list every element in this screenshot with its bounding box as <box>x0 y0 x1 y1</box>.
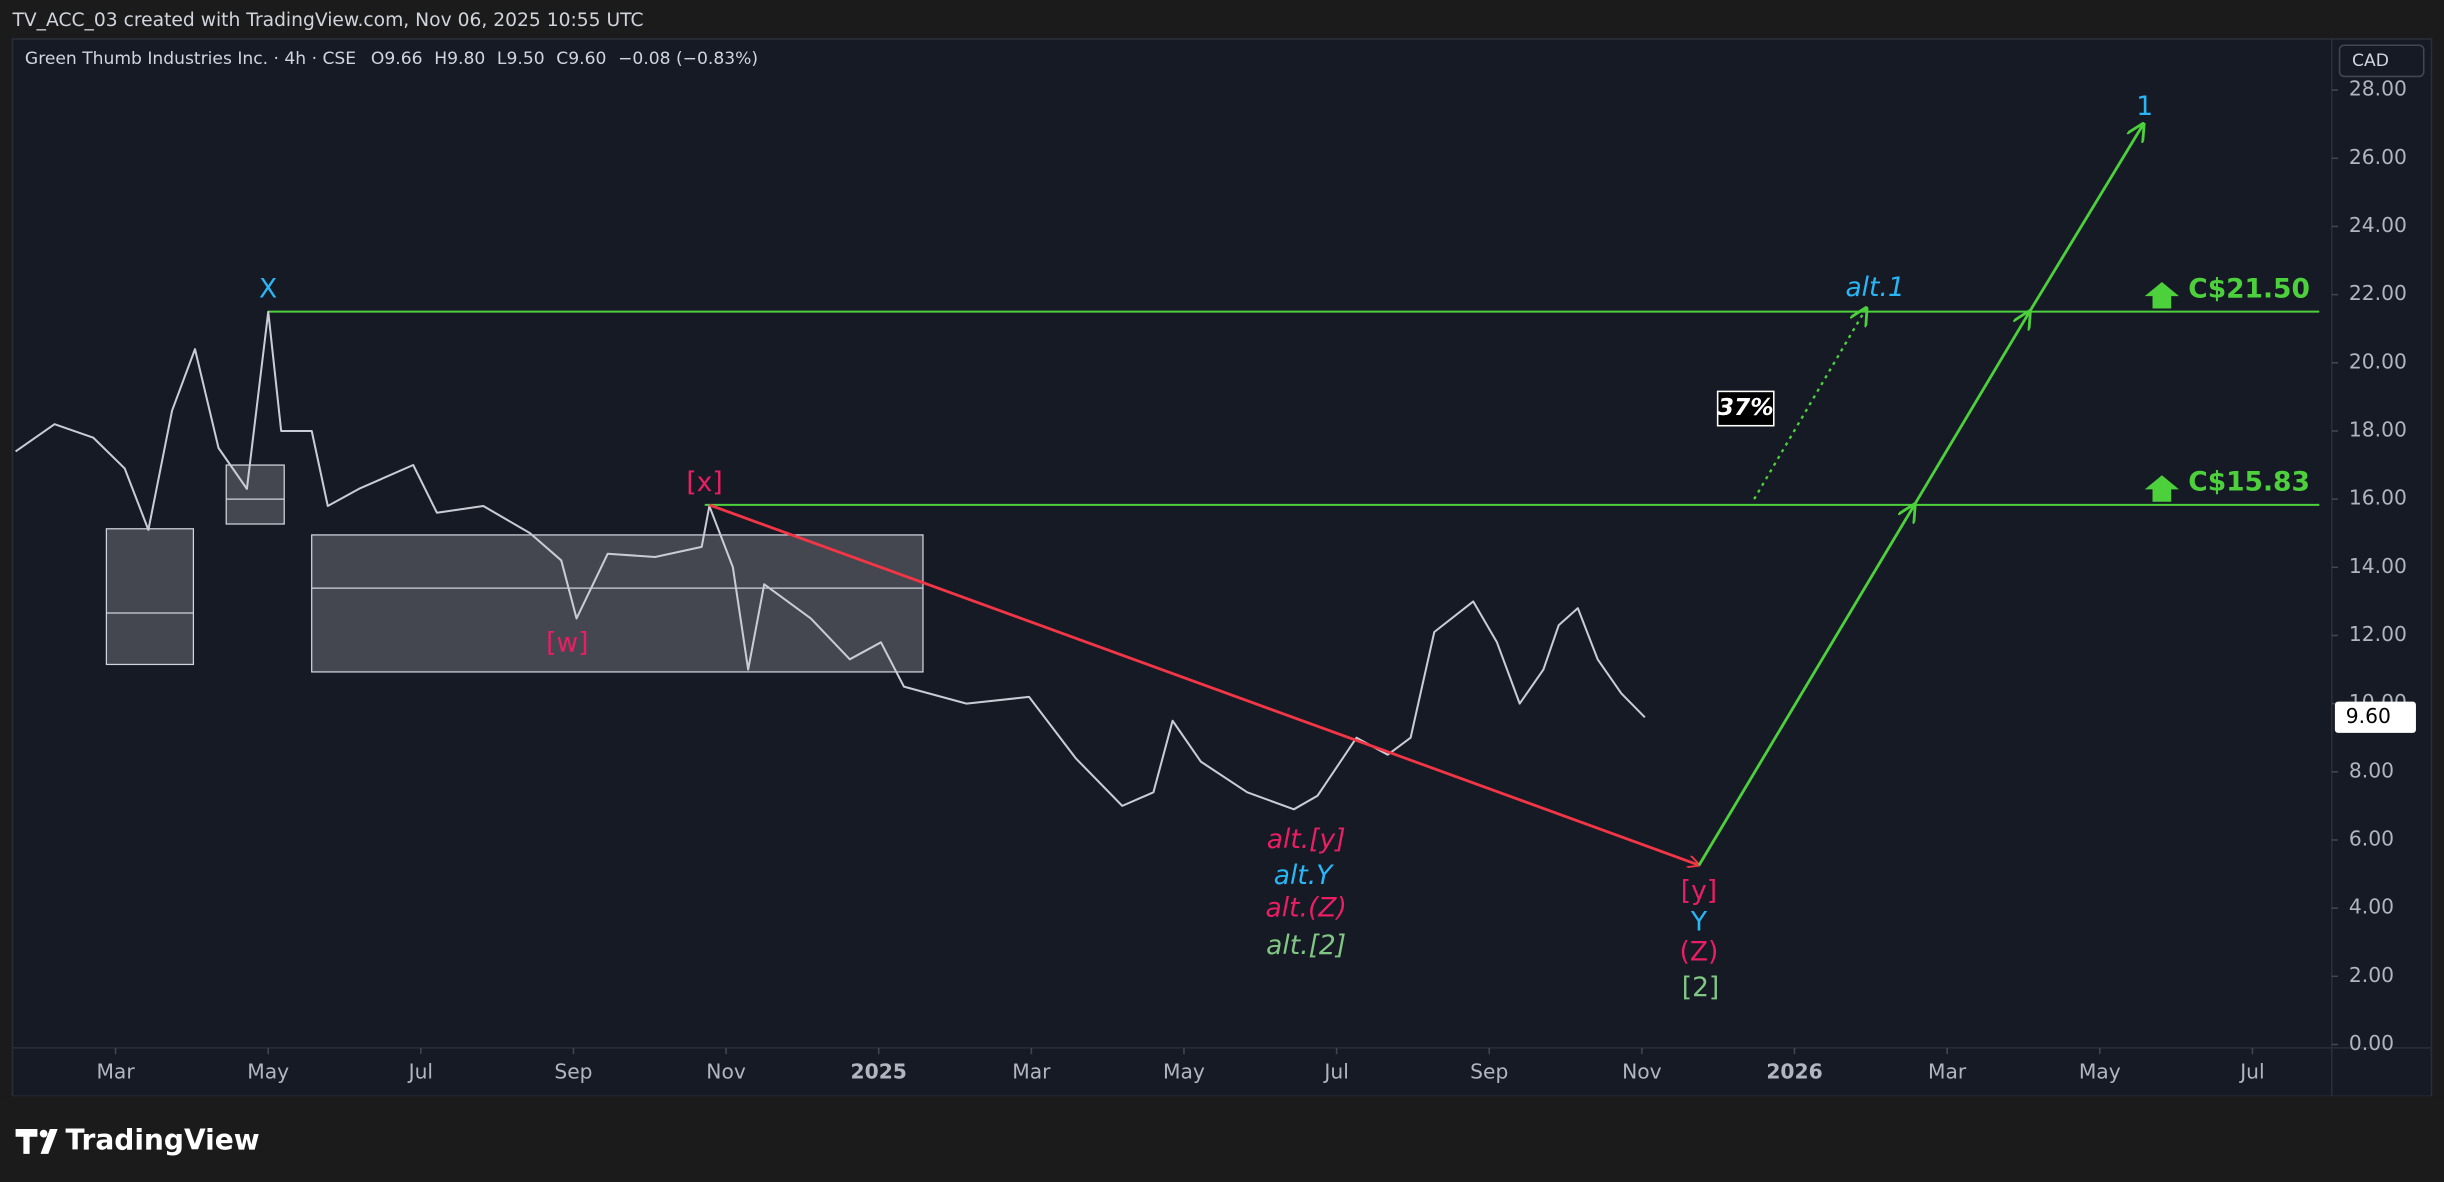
ohlc-value: 9.50 <box>506 49 544 69</box>
ohlc-value: 9.60 <box>568 49 606 69</box>
brand: TradingView <box>65 1123 259 1156</box>
x-tick-label: Mar <box>1012 1059 1051 1083</box>
wave-label: alt.[2] <box>1266 930 1346 961</box>
wave-label: alt.(Z) <box>1266 893 1347 924</box>
y-tick-label: 16.00 <box>2349 486 2407 510</box>
x-tick-label: May <box>1163 1059 1205 1083</box>
y-tick-label: 22.00 <box>2349 281 2407 305</box>
symbol-line: Green Thumb Industries Inc. · 4h · CSE O… <box>25 49 758 69</box>
forecast-path <box>708 503 1699 865</box>
x-tick-label: May <box>2079 1059 2121 1083</box>
y-tick-label: 20.00 <box>2349 349 2407 373</box>
y-tick-label: 26.00 <box>2349 145 2407 169</box>
y-tick-label: 6.00 <box>2349 826 2394 850</box>
wave-label: [2] <box>1682 972 1720 1003</box>
symbol: Green Thumb Industries Inc. · 4h · CSE <box>25 49 356 69</box>
x-tick-label: Nov <box>1622 1059 1662 1083</box>
wave-label: [y] <box>1681 875 1717 906</box>
level-label: C$21.50 <box>2188 273 2310 304</box>
wave-label: [x] <box>686 467 722 498</box>
probability-box <box>1716 390 1775 427</box>
wave-label: X <box>259 274 277 305</box>
ohlc-label: H <box>434 49 447 69</box>
zone <box>105 528 195 666</box>
y-tick-label: 18.00 <box>2349 417 2407 441</box>
y-tick-label: 28.00 <box>2349 77 2407 101</box>
forecast-path <box>1697 124 2143 866</box>
last-price-label: 9.60 <box>2346 704 2391 728</box>
wave-label: 1 <box>2136 91 2153 122</box>
y-tick-label: 4.00 <box>2349 895 2394 919</box>
zone <box>311 534 924 673</box>
x-tick-label: Jul <box>407 1059 433 1083</box>
wave-label: Y <box>1690 907 1708 938</box>
wave-label: [w] <box>546 628 588 659</box>
probability: 37% <box>1718 393 1774 421</box>
currency-box[interactable] <box>2338 44 2425 78</box>
x-tick-label: May <box>247 1059 289 1083</box>
wave-label: alt.Y <box>1274 860 1334 891</box>
y-tick-label: 14.00 <box>2349 554 2407 578</box>
x-tick-label: Jul <box>1322 1059 1348 1083</box>
footer <box>0 1096 2444 1182</box>
plot: C$21.50 C$15.83 <box>15 124 2320 866</box>
x-tick-label: 2026 <box>1766 1059 1822 1083</box>
currency: CAD <box>2352 51 2389 71</box>
ohlc-label: C <box>556 49 568 69</box>
level-icon <box>2144 282 2180 309</box>
ohlc-label: O <box>371 49 384 69</box>
change: −0.08 (−0.83%) <box>618 49 758 69</box>
ohlc-value: 9.80 <box>447 49 485 69</box>
y-tick-label: 2.00 <box>2349 963 2394 987</box>
y-tick-label: 24.00 <box>2349 213 2407 237</box>
wave-label: alt.[y] <box>1267 824 1346 855</box>
zone <box>225 464 285 525</box>
last-price-tag <box>2334 701 2416 733</box>
price-line <box>15 310 1646 811</box>
header-title: TV_ACC_03 created with TradingView.com, … <box>11 10 643 31</box>
wave-label: (Z) <box>1680 936 1719 967</box>
forecast-path <box>1753 308 1866 500</box>
y-tick-label: 12.00 <box>2349 622 2407 646</box>
y-tick-label: 0.00 <box>2349 1031 2394 1055</box>
logo <box>15 1128 58 1154</box>
ohlc-value: 9.66 <box>384 49 422 69</box>
x-tick-label: Mar <box>96 1059 135 1083</box>
level-label: C$15.83 <box>2188 467 2310 498</box>
y-tick-label: 8.00 <box>2349 758 2394 782</box>
x-tick-label: Nov <box>706 1059 746 1083</box>
ohlc-label: L <box>497 49 507 69</box>
wave-label: alt.1 <box>1845 272 1904 303</box>
x-tick-label: Jul <box>2238 1059 2264 1083</box>
x-tick-label: Sep <box>554 1059 592 1083</box>
level-icon <box>2144 475 2180 502</box>
x-tick-label: Sep <box>1470 1059 1508 1083</box>
x-tick-label: Mar <box>1928 1059 1967 1083</box>
x-tick-label: 2025 <box>851 1059 907 1083</box>
